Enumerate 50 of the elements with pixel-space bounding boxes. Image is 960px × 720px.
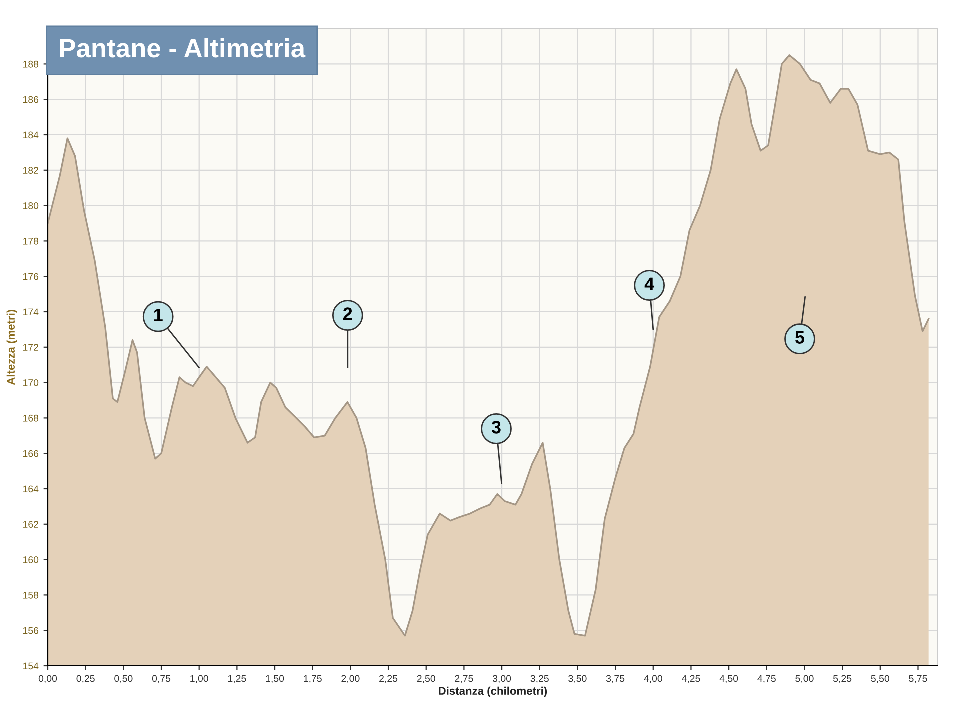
annotation: 5 bbox=[796, 331, 804, 344]
x-tick-label: 5,50 bbox=[871, 675, 890, 684]
y-tick-label: 162 bbox=[23, 521, 38, 528]
x-tick-label: 2,25 bbox=[380, 675, 398, 684]
x-tick-label: 4,75 bbox=[758, 675, 776, 684]
x-tick-label: 0,25 bbox=[76, 675, 95, 684]
x-axis-title: Distanza (chilometri) bbox=[439, 686, 548, 698]
y-tick-label: 182 bbox=[23, 167, 38, 174]
x-tick-label: 3,00 bbox=[492, 675, 512, 684]
annotation: 3 bbox=[492, 421, 501, 434]
y-tick-label: 178 bbox=[23, 238, 39, 245]
x-tick-label: 0,00 bbox=[38, 675, 58, 684]
y-tick-label: 160 bbox=[23, 556, 39, 564]
y-tick-label: 184 bbox=[23, 132, 39, 139]
y-tick-label: 156 bbox=[23, 627, 39, 634]
x-tick-label: 5,25 bbox=[834, 675, 852, 684]
x-tick-label: 5,75 bbox=[909, 675, 928, 684]
y-tick-label: 174 bbox=[23, 308, 39, 316]
x-tick-label: 3,50 bbox=[568, 675, 587, 684]
annotation: 1 bbox=[154, 309, 163, 322]
annotation: 4 bbox=[644, 278, 655, 290]
x-tick-label: 2,00 bbox=[342, 675, 360, 684]
chart-title: Pantane - Altimetria bbox=[60, 38, 306, 58]
y-tick-label: 176 bbox=[23, 273, 39, 280]
y-tick-label: 170 bbox=[23, 380, 39, 386]
y-tick-label: 158 bbox=[23, 592, 39, 599]
y-tick-label: 172 bbox=[23, 344, 38, 351]
x-tick-label: 1,75 bbox=[304, 675, 322, 684]
x-tick-label: 0,50 bbox=[114, 675, 133, 684]
x-tick-label: 5,00 bbox=[796, 675, 814, 684]
annotation: 2 bbox=[344, 308, 352, 320]
x-tick-label: 1,25 bbox=[228, 675, 246, 684]
y-tick-label: 188 bbox=[23, 60, 39, 68]
x-tick-label: 4,50 bbox=[720, 675, 738, 684]
y-tick-label: 154 bbox=[23, 662, 39, 670]
y-tick-label: 166 bbox=[23, 450, 39, 458]
y-tick-label: 164 bbox=[23, 486, 39, 493]
x-tick-label: 2,75 bbox=[455, 675, 474, 684]
y-axis-title: Altezza (metri) bbox=[6, 310, 18, 386]
y-tick-label: 186 bbox=[23, 96, 39, 104]
x-tick-label: 3,25 bbox=[530, 675, 549, 684]
x-tick-label: 2,50 bbox=[417, 675, 436, 684]
x-tick-label: 1,00 bbox=[190, 675, 208, 684]
x-tick-label: 4,25 bbox=[682, 675, 700, 684]
y-tick-label: 168 bbox=[23, 414, 39, 422]
x-tick-label: 0,75 bbox=[152, 675, 171, 684]
x-tick-label: 1,50 bbox=[266, 675, 284, 684]
x-tick-label: 3,75 bbox=[606, 675, 625, 684]
x-tick-label: 4,00 bbox=[644, 675, 662, 684]
y-tick-label: 180 bbox=[23, 202, 39, 210]
